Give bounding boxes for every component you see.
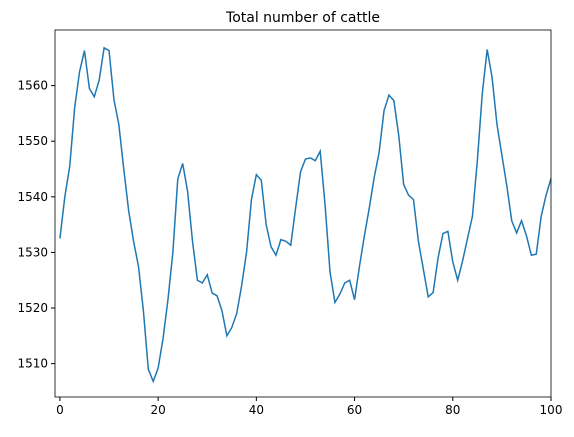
x-tick-label: 40: [249, 403, 264, 417]
x-tick-label: 20: [150, 403, 165, 417]
y-tick-label: 1510: [17, 357, 48, 371]
y-tick-label: 1560: [17, 79, 48, 93]
series-line: [59, 46, 552, 384]
x-tick-label: 80: [445, 403, 460, 417]
x-tick-label: 100: [540, 403, 563, 417]
y-tick-label: 1550: [17, 134, 48, 148]
y-tick-label: 1530: [17, 245, 48, 259]
y-tick-label: 1520: [17, 301, 48, 315]
y-tick-label: 1540: [17, 190, 48, 204]
plot-frame: [54, 29, 552, 398]
x-tick-label: 60: [347, 403, 362, 417]
x-tick-label: 0: [56, 403, 64, 417]
chart-title: Total number of cattle: [225, 10, 380, 26]
